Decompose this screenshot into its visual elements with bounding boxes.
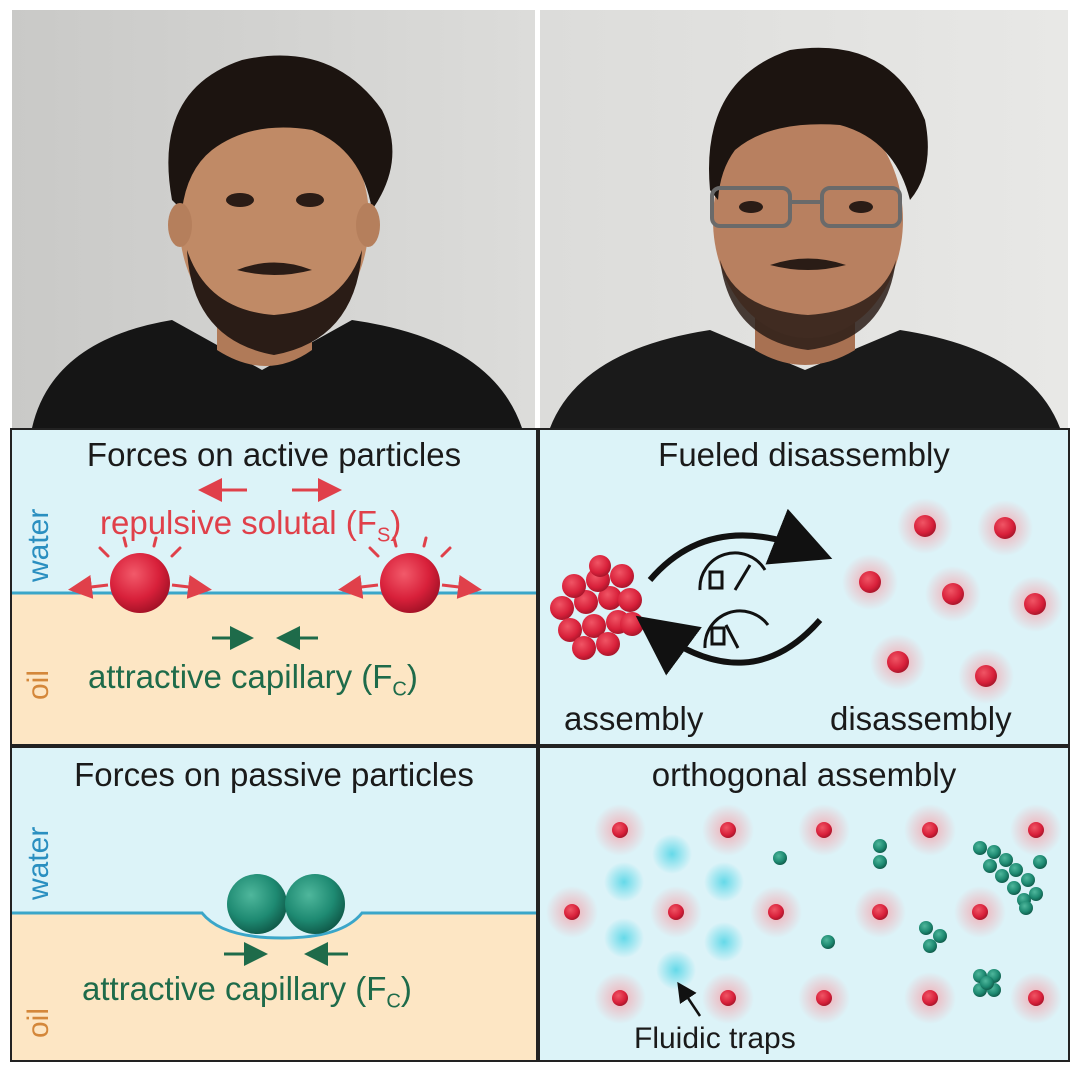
oil-region-passive — [12, 913, 536, 1060]
dispersed-particles — [842, 498, 1063, 704]
passive-panel-title: Forces on passive particles — [74, 756, 474, 793]
active-capillary-sub: C — [392, 678, 407, 701]
solutal-force-label: repulsive solutal (FS) — [100, 504, 401, 548]
forward-cycle-arrow — [647, 508, 833, 582]
orthogonal-panel-title: orthogonal assembly — [651, 756, 957, 793]
passive-particle-left — [227, 874, 287, 934]
passive-particle-right — [285, 874, 345, 934]
solutal-label-text: repulsive solutal (F — [100, 504, 377, 541]
portrait-right-photo — [540, 10, 1068, 428]
passive-water-label: water — [22, 826, 55, 900]
reverse-cycle-arrow — [635, 615, 823, 676]
active-particle-grid — [546, 804, 1062, 1024]
active-capillary-close: ) — [406, 658, 418, 695]
fueled-disassembly-panel: Fueled disassembly assembly disassembly — [538, 428, 1070, 746]
interface-line-passive — [12, 911, 536, 940]
fueled-panel-title: Fueled disassembly — [658, 436, 950, 473]
active-particle-left — [110, 553, 170, 613]
fuel-gauge-icon-top — [698, 551, 767, 591]
assembled-cluster — [550, 555, 644, 660]
oil-region — [12, 593, 536, 744]
passive-particle-clusters — [773, 839, 1047, 997]
orthogonal-assembly-panel: orthogonal assembly Fluidic traps — [538, 746, 1070, 1062]
solutal-close-paren: ) — [390, 504, 402, 541]
passive-capillary-close: ) — [400, 970, 412, 1007]
passive-capillary-text: attractive capillary (F — [82, 970, 387, 1007]
fuel-gauge-icon-bottom — [703, 609, 770, 649]
solutal-sub: S — [376, 524, 391, 547]
active-oil-label: oil — [22, 669, 55, 700]
passive-capillary-sub: C — [386, 990, 401, 1013]
active-panel-title: Forces on active particles — [86, 436, 462, 473]
assembly-label: assembly — [564, 700, 704, 737]
active-capillary-text: attractive capillary (F — [88, 658, 393, 695]
passive-oil-label: oil — [22, 1007, 55, 1038]
passive-capillary-label: attractive capillary (FC) — [82, 970, 412, 1014]
disassembly-label: disassembly — [830, 700, 1012, 737]
active-water-label: water — [22, 508, 55, 582]
passive-particles-panel: Forces on passive particles attractive c… — [10, 746, 538, 1062]
active-particle-right — [380, 553, 440, 613]
fluidic-traps-pointer — [677, 981, 702, 1017]
fluidic-trap-spots — [604, 834, 744, 990]
portrait-left-photo — [12, 10, 535, 428]
fluidic-traps-label: Fluidic traps — [634, 1022, 796, 1055]
active-particles-panel: Forces on active particles repulsive sol… — [10, 428, 538, 746]
active-capillary-label: attractive capillary (FC) — [88, 658, 418, 702]
